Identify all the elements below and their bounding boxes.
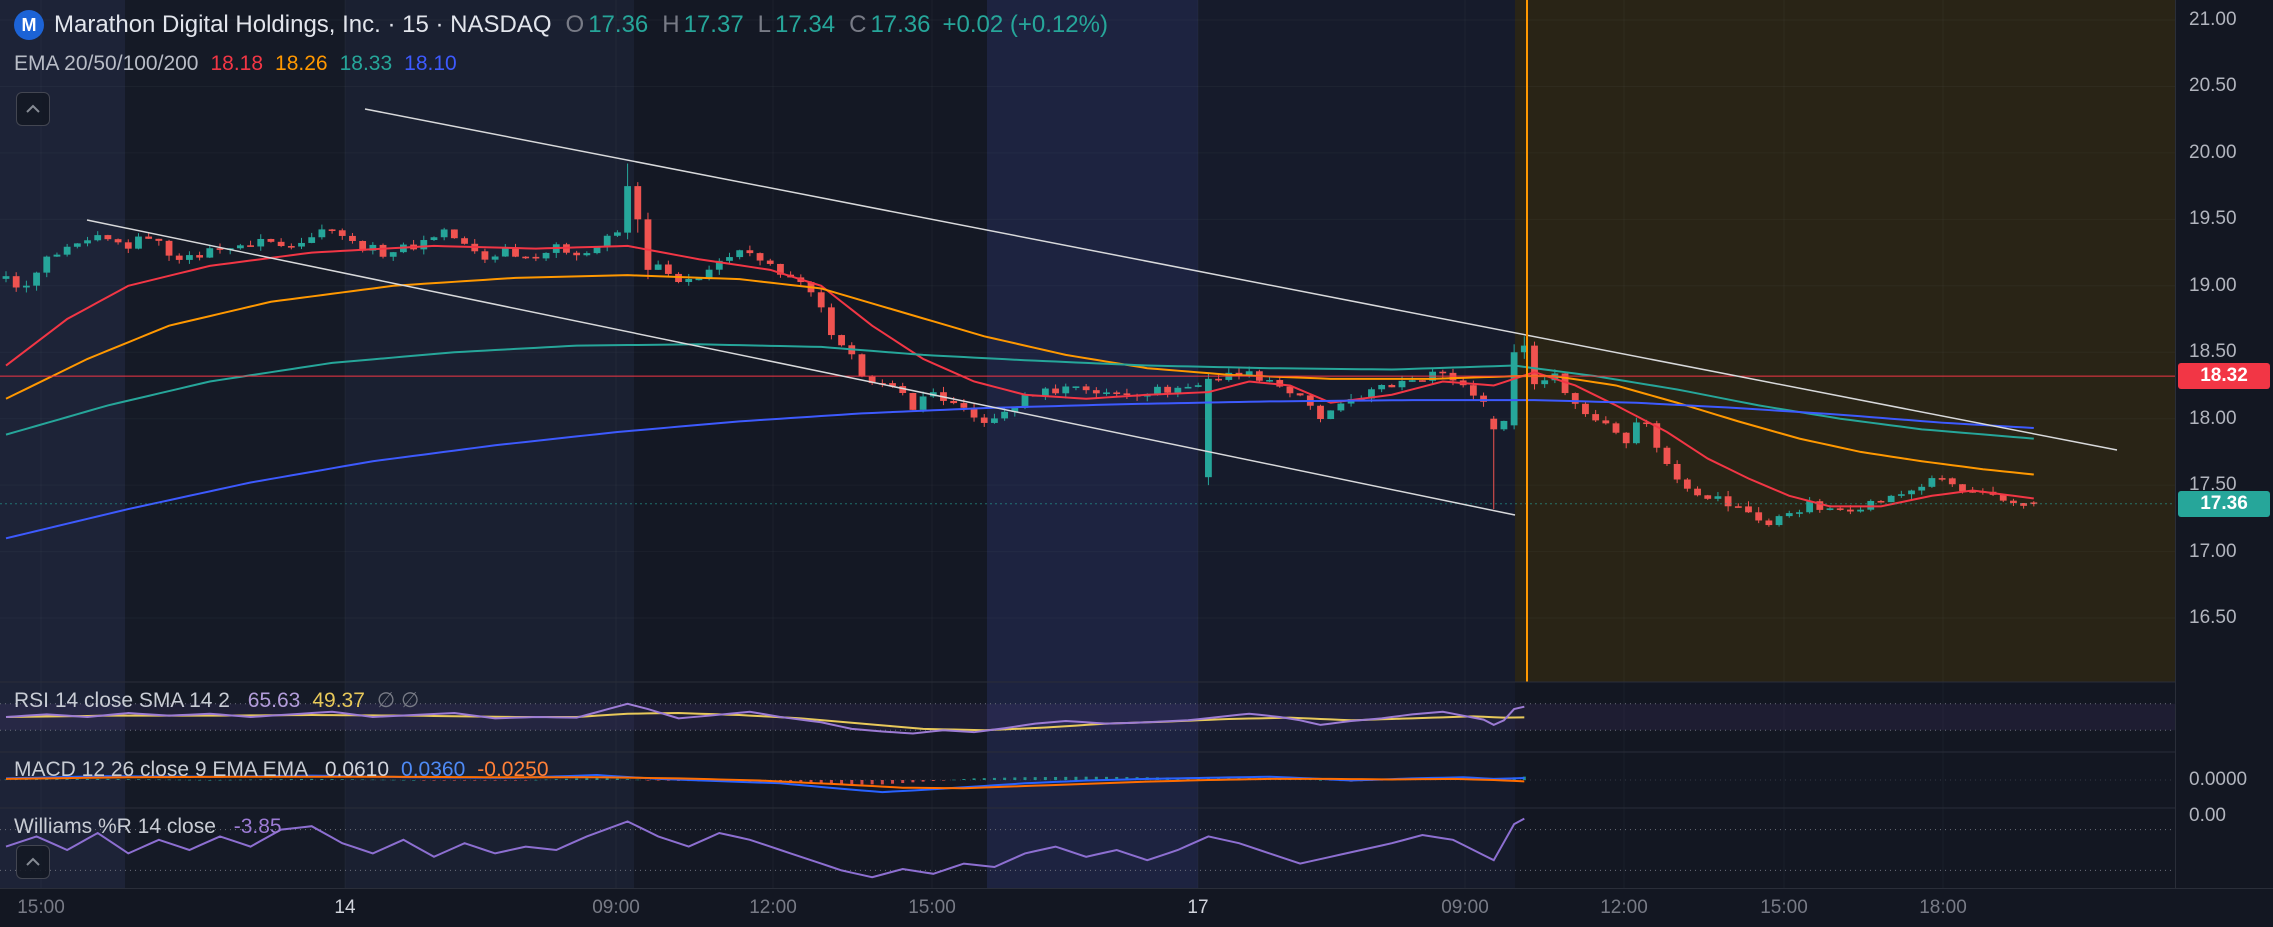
trendline (364, 108, 2118, 451)
williams-value: -3.85 (233, 815, 282, 838)
williams-legend-values: -3.85 (222, 815, 282, 838)
price-badge: 17.36 (2178, 490, 2270, 517)
session-band (987, 0, 1198, 888)
williams-legend-label: Williams %R 14 close (14, 815, 216, 838)
macd-legend-label: MACD 12 26 close 9 EMA EMA (14, 758, 307, 781)
low-label: L (757, 11, 772, 38)
high-label: H (662, 11, 680, 38)
symbol-legend[interactable]: M Marathon Digital Holdings, Inc. · 15 ·… (14, 10, 1108, 40)
ema200-line (5, 399, 2034, 540)
ema20-line (5, 244, 2034, 508)
price-axis-label: 20.00 (2189, 141, 2237, 163)
ema-legend[interactable]: EMA 20/50/100/200 18.18 18.26 18.33 18.10 (14, 52, 457, 76)
ema-value: 18.33 (339, 52, 393, 75)
open-label: O (565, 11, 585, 38)
ema-value: 18.18 (210, 52, 264, 75)
session-band (1515, 0, 2175, 682)
time-axis[interactable]: 15:00 14 09:00 12:00 15:00 17 09:00 12:00 15:00 1… (0, 888, 2273, 927)
macd-signal-line (5, 775, 1525, 790)
rsi-value: 49.37 (312, 689, 365, 712)
collapse-indicator-pane-button[interactable] (16, 845, 50, 879)
rsi-value: 65.63 (247, 689, 301, 712)
macd-value: 0.0360 (401, 758, 466, 781)
time-axis-label: 12:00 (1600, 897, 1648, 918)
symbol-title[interactable]: Marathon Digital Holdings, Inc. · 15 · N… (54, 11, 552, 38)
macd-value: 0.0610 (324, 758, 390, 781)
session-band (634, 0, 987, 888)
time-axis-label: 15:00 (908, 897, 956, 918)
rsi-legend-label: RSI 14 close SMA 14 2 (14, 689, 230, 712)
ema50-line (5, 274, 2034, 476)
symbol-logo-icon: M (14, 10, 44, 40)
price-axis[interactable]: 21.00 20.50 20.00 19.50 19.00 18.50 18.00 17.50… (2175, 0, 2273, 888)
price-axis-label: 17.00 (2189, 540, 2237, 562)
macd-value: -0.0250 (477, 758, 549, 781)
time-axis-label: 18:00 (1919, 897, 1967, 918)
indicator-axis-label: 0.0000 (2189, 769, 2248, 790)
chart-plot-area[interactable]: M Marathon Digital Holdings, Inc. · 15 ·… (0, 0, 2175, 888)
macd-legend[interactable]: MACD 12 26 close 9 EMA EMA 0.0610 0.0360-… (14, 758, 549, 782)
session-band (0, 0, 125, 888)
session-band (345, 0, 634, 888)
rsi-line (5, 702, 1525, 735)
time-axis-label: 15:00 (17, 897, 65, 918)
rsi-legend-values: 65.63 49.37 ∅ ∅ (236, 689, 420, 712)
rsi-sma-line (5, 712, 1525, 732)
williams-legend[interactable]: Williams %R 14 close -3.85 (14, 815, 282, 839)
change-value: +0.02 (+0.12%) (942, 11, 1108, 38)
low-value: 17.34 (775, 11, 836, 38)
rsi-value: ∅ ∅ (376, 689, 420, 712)
rsi-legend[interactable]: RSI 14 close SMA 14 2 65.63 49.37 ∅ ∅ (14, 688, 419, 713)
open-value: 17.36 (588, 11, 649, 38)
indicator-axis-label: 0.00 (2189, 805, 2226, 826)
ema100-line (5, 343, 2034, 440)
ema-value: 18.10 (404, 52, 457, 75)
price-axis-label: 18.00 (2189, 407, 2237, 429)
time-axis-label: 17 (1187, 897, 1209, 918)
price-axis-label: 20.50 (2189, 75, 2237, 97)
session-band (1198, 0, 1515, 888)
price-axis-label: 18.50 (2189, 341, 2237, 363)
chevron-up-icon (26, 104, 40, 113)
ema-value: 18.26 (275, 52, 328, 75)
close-value: 17.36 (870, 11, 931, 38)
price-axis-label: 21.00 (2189, 9, 2237, 30)
ema-legend-values: 18.18 18.26 18.33 18.10 (198, 52, 456, 76)
high-value: 17.37 (683, 11, 744, 38)
chevron-up-icon (26, 857, 40, 866)
price-axis-label: 19.50 (2189, 208, 2237, 230)
time-axis-label: 15:00 (1760, 897, 1808, 918)
macd-legend-values: 0.0610 0.0360 -0.0250 (313, 758, 549, 781)
price-axis-label: 17.50 (2189, 474, 2237, 496)
price-badge: 18.32 (2178, 363, 2270, 390)
chart-canvas[interactable] (0, 0, 2175, 888)
williams-line (5, 817, 1525, 879)
collapse-price-pane-button[interactable] (16, 92, 50, 126)
session-band (125, 0, 345, 888)
time-axis-label: 12:00 (749, 897, 797, 918)
time-axis-label: 09:00 (592, 897, 640, 918)
price-axis-label: 19.00 (2189, 274, 2237, 296)
trendline (86, 219, 1516, 516)
time-axis-label: 09:00 (1441, 897, 1489, 918)
ema-legend-label: EMA 20/50/100/200 (14, 52, 199, 75)
close-label: C (849, 11, 867, 38)
price-axis-label: 16.50 (2189, 607, 2237, 629)
time-axis-label: 14 (334, 897, 356, 918)
